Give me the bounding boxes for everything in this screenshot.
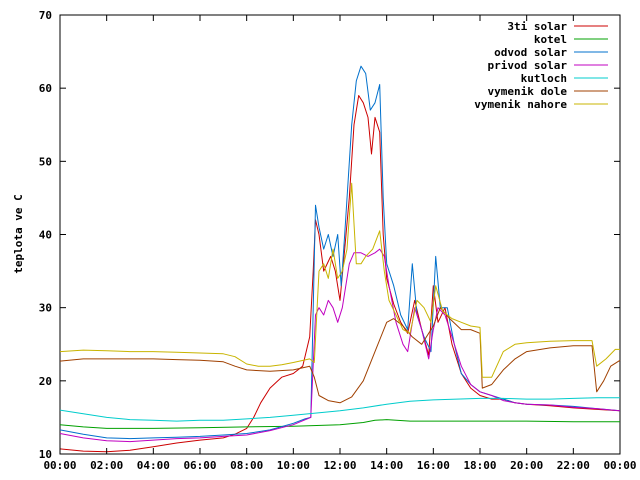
x-tick-label: 20:00 [510,459,543,472]
x-tick-label: 00:00 [43,459,76,472]
x-tick-label: 04:00 [137,459,170,472]
series-line-3 [59,65,621,440]
series-line-2 [59,419,620,429]
legend-label: odvod solar [494,46,567,59]
y-tick-label: 60 [39,82,52,95]
series-layer [59,65,621,453]
legend-label: privod solar [488,59,568,72]
y-tick-label: 40 [39,229,52,242]
x-tick-label: 14:00 [370,459,403,472]
x-tick-label: 22:00 [557,459,590,472]
legend-label: vymenik nahore [474,98,567,111]
legend-label: vymenik dole [488,85,568,98]
legend-label: 3ti solar [507,20,567,33]
x-tick-label: 18:00 [463,459,496,472]
x-tick-label: 02:00 [90,459,123,472]
y-tick-label: 20 [39,375,52,388]
x-tick-label: 08:00 [230,459,263,472]
x-axis-ticks: 00:00 02:00 04:00 06:00 08:00 10:00 12:00 14:00… [43,15,637,472]
legend-label: kutloch [521,72,567,85]
x-tick-label: 10:00 [277,459,310,472]
y-axis-label: teplota ve C [12,194,25,273]
x-tick-label: 00:00 [603,459,636,472]
legend-label: kotel [534,33,567,46]
series-line-5 [59,397,620,422]
y-tick-label: 70 [39,9,52,22]
series-line-6 [59,307,621,404]
x-tick-label: 12:00 [323,459,356,472]
x-tick-label: 16:00 [417,459,450,472]
y-tick-label: 30 [39,302,52,315]
series-line-4 [59,248,621,443]
y-axis-ticks: 10 20 30 40 50 60 70 [39,9,620,461]
y-tick-label: 50 [39,155,52,168]
series-line-7 [59,182,620,378]
x-tick-label: 06:00 [183,459,216,472]
y-tick-label: 10 [39,448,52,461]
